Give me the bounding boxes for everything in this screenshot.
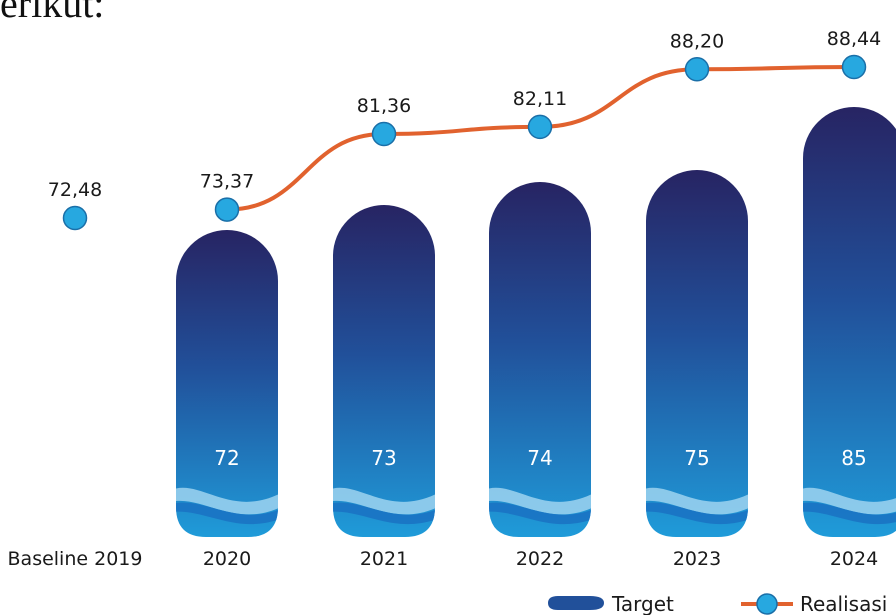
realisasi-point-2022 bbox=[527, 114, 553, 140]
target-bar-2023 bbox=[646, 170, 748, 537]
legend-entry-target: Target bbox=[548, 592, 674, 615]
realisasi-point-2024 bbox=[841, 54, 867, 80]
target-value-label: 74 bbox=[527, 446, 552, 470]
realisasi-point-2023 bbox=[684, 57, 710, 82]
target-bar-2024 bbox=[803, 107, 896, 537]
legend-label: Realisasi bbox=[800, 592, 887, 615]
realisasi-point-2020 bbox=[214, 197, 240, 222]
target-value-label: 72 bbox=[214, 446, 239, 470]
target-bar-2020 bbox=[176, 230, 278, 537]
x-tick-label: Baseline 2019 bbox=[8, 548, 143, 570]
target-bar-2022 bbox=[489, 182, 591, 537]
legend: Target Realisasi bbox=[548, 592, 887, 615]
realisasi-point-2021 bbox=[371, 121, 397, 147]
line-layer bbox=[62, 54, 867, 231]
target-value-label: 75 bbox=[684, 446, 709, 470]
target-value-label: 85 bbox=[841, 446, 866, 470]
realisasi-value-label: 88,44 bbox=[827, 28, 881, 50]
clipped-heading-text: erikut: bbox=[0, 0, 105, 26]
bars-layer bbox=[176, 107, 896, 537]
x-tick-label: 2022 bbox=[516, 548, 564, 570]
x-tick-label: 2023 bbox=[673, 548, 721, 570]
legend-label: Target bbox=[611, 592, 674, 615]
realisasi-value-label: 88,20 bbox=[670, 30, 724, 52]
realisasi-point-Baseline 2019 bbox=[62, 205, 88, 231]
target-bar-2021 bbox=[333, 205, 435, 537]
realisasi-value-label: 81,36 bbox=[357, 95, 411, 117]
realisasi-value-label: 72,48 bbox=[48, 179, 102, 201]
x-tick-label: 2021 bbox=[360, 548, 408, 570]
realisasi-value-label: 82,11 bbox=[513, 88, 567, 110]
x-tick-label: 2024 bbox=[830, 548, 878, 570]
target-value-label: 73 bbox=[371, 446, 396, 470]
x-tick-label: 2020 bbox=[203, 548, 251, 570]
realisasi-value-label: 73,37 bbox=[200, 171, 254, 193]
labels-layer: 72 73 74 75 85 72,48 73,37 81,36 82,11 88,20 88,44… bbox=[8, 28, 882, 570]
legend-entry-realisasi: Realisasi bbox=[741, 592, 887, 615]
